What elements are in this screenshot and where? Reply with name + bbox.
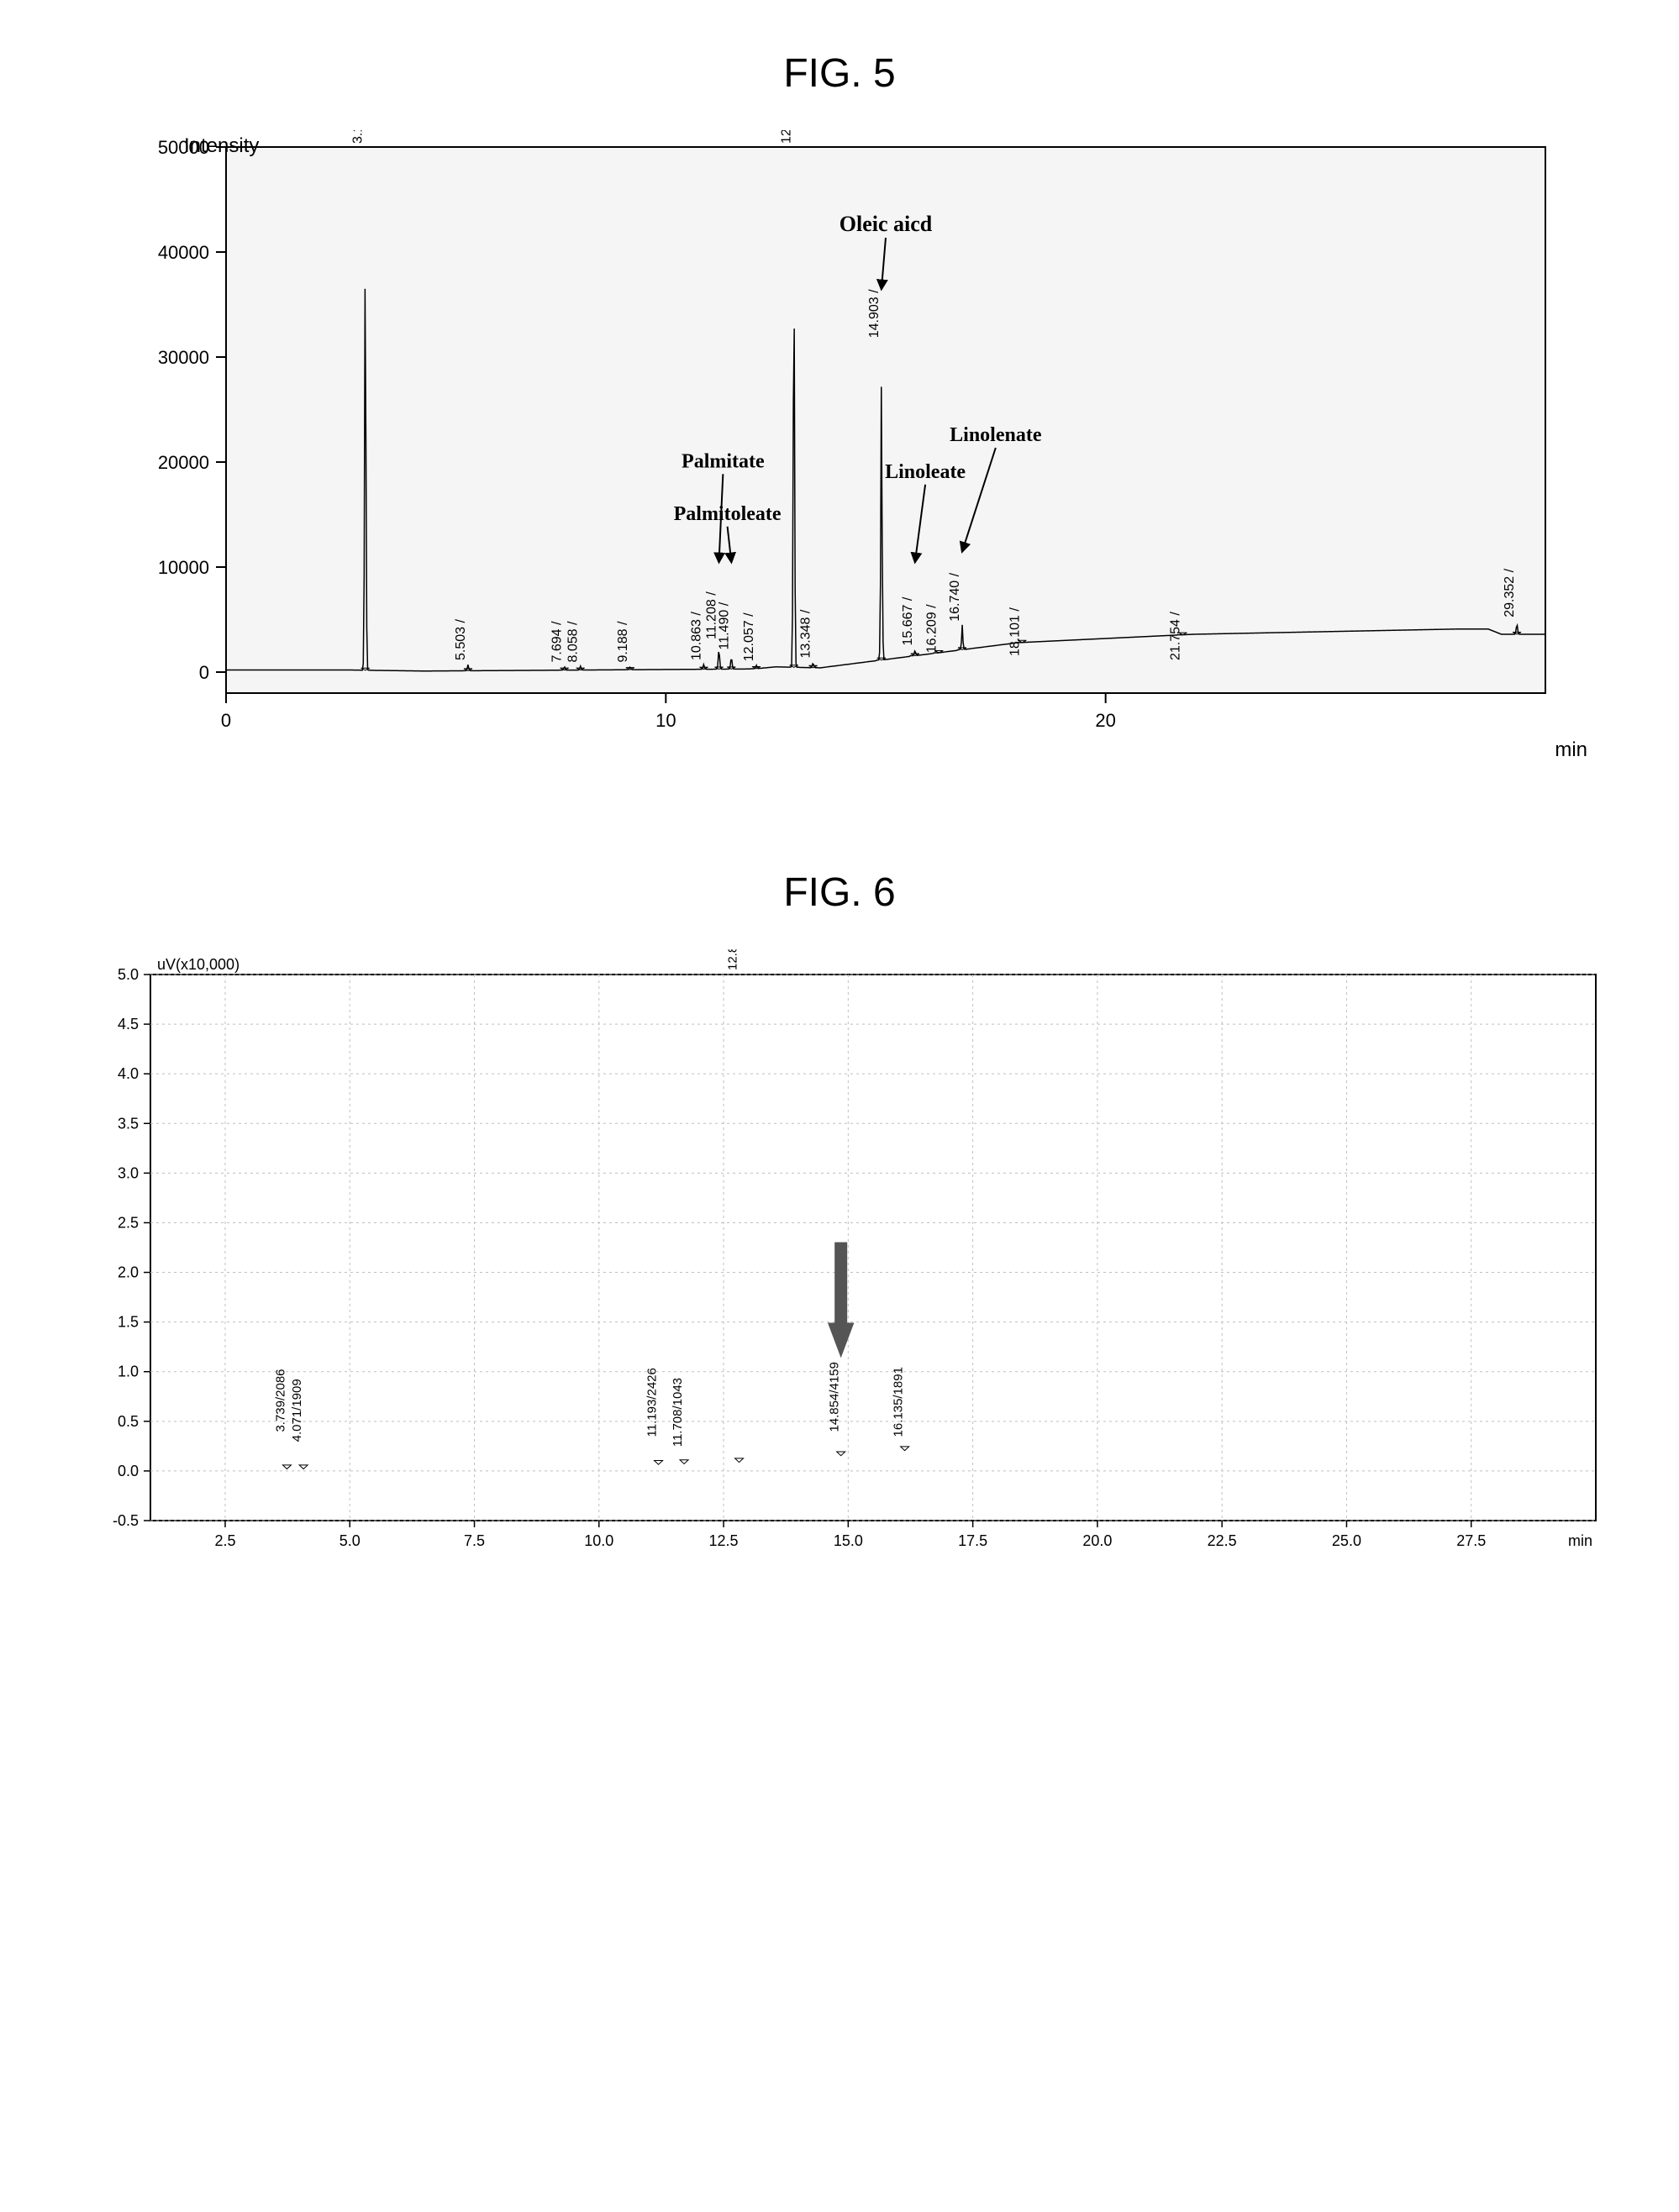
svg-text:7.694 /: 7.694 / xyxy=(550,621,565,662)
svg-text:16.135/1891: 16.135/1891 xyxy=(892,1367,906,1437)
svg-text:20.0: 20.0 xyxy=(1082,1532,1112,1549)
svg-text:10000: 10000 xyxy=(158,557,209,578)
svg-text:2.5: 2.5 xyxy=(118,1214,139,1231)
svg-text:Palmitoleate: Palmitoleate xyxy=(674,503,782,525)
svg-text:20: 20 xyxy=(1095,710,1115,731)
svg-text:5.0: 5.0 xyxy=(118,966,139,983)
svg-text:22.5: 22.5 xyxy=(1208,1532,1237,1549)
svg-text:12.5: 12.5 xyxy=(709,1532,739,1549)
svg-text:20000: 20000 xyxy=(158,452,209,473)
svg-text:11.193/2426: 11.193/2426 xyxy=(645,1368,660,1437)
svg-text:0.5: 0.5 xyxy=(118,1413,139,1430)
svg-text:-0.5: -0.5 xyxy=(113,1512,139,1529)
svg-text:18.101 /: 18.101 / xyxy=(1008,607,1022,656)
svg-text:29.352 /: 29.352 / xyxy=(1503,568,1517,617)
svg-text:0: 0 xyxy=(221,710,231,731)
svg-text:10.863 /: 10.863 / xyxy=(689,612,703,660)
svg-text:2.5: 2.5 xyxy=(214,1532,235,1549)
fig6-svg: uV(x10,000) -0.5 0.0 0.5 1.0 1.5 2.0 2.5 3.0 3.5 4… xyxy=(58,949,1621,1571)
svg-text:17.5: 17.5 xyxy=(958,1532,987,1549)
svg-text:13.348 /: 13.348 / xyxy=(799,609,813,658)
svg-text:4.0: 4.0 xyxy=(118,1065,139,1082)
svg-text:25.0: 25.0 xyxy=(1332,1532,1361,1549)
svg-text:4.5: 4.5 xyxy=(118,1016,139,1032)
svg-text:15.667 /: 15.667 / xyxy=(901,596,915,645)
svg-text:12.812/464618: 12.812/464618 xyxy=(726,949,740,970)
fig5-title: FIG. 5 xyxy=(34,50,1645,97)
svg-text:15.0: 15.0 xyxy=(834,1532,863,1549)
svg-text:Linolenate: Linolenate xyxy=(950,424,1042,446)
svg-text:21.754 /: 21.754 / xyxy=(1168,612,1182,660)
svg-text:min: min xyxy=(1555,738,1587,761)
svg-text:12.912 /: 12.912 / xyxy=(780,130,794,144)
svg-text:Palmitate: Palmitate xyxy=(682,450,765,472)
svg-text:3.0: 3.0 xyxy=(118,1164,139,1181)
svg-text:min: min xyxy=(1568,1532,1592,1549)
svg-text:27.5: 27.5 xyxy=(1456,1532,1486,1549)
svg-text:10: 10 xyxy=(655,710,676,731)
svg-text:uV(x10,000): uV(x10,000) xyxy=(157,956,239,973)
fig6-chart: uV(x10,000) -0.5 0.0 0.5 1.0 1.5 2.0 2.5 3.0 3.5 4… xyxy=(58,949,1621,1571)
svg-text:9.188 /: 9.188 / xyxy=(616,621,630,662)
svg-text:40000: 40000 xyxy=(158,242,209,263)
fig6-title: FIG. 6 xyxy=(34,870,1645,916)
svg-text:5.0: 5.0 xyxy=(339,1532,361,1549)
svg-text:0.0: 0.0 xyxy=(118,1463,139,1479)
svg-text:16.209 /: 16.209 / xyxy=(924,604,939,653)
svg-text:30000: 30000 xyxy=(158,347,209,368)
svg-text:16.740 /: 16.740 / xyxy=(948,572,962,621)
svg-text:12.057 /: 12.057 / xyxy=(742,612,756,661)
svg-text:0: 0 xyxy=(199,662,209,683)
svg-text:11.490 /: 11.490 / xyxy=(717,602,731,649)
svg-text:Linoleate: Linoleate xyxy=(885,461,966,483)
svg-text:3.739/2086: 3.739/2086 xyxy=(273,1369,287,1432)
svg-text:14.854/4159: 14.854/4159 xyxy=(828,1362,842,1432)
svg-text:3.166 /: 3.166 / xyxy=(351,130,366,144)
svg-text:10.0: 10.0 xyxy=(584,1532,613,1549)
svg-text:8.058 /: 8.058 / xyxy=(566,621,581,662)
svg-text:14.903 /: 14.903 / xyxy=(867,289,882,338)
svg-text:50000: 50000 xyxy=(158,137,209,158)
svg-text:5.503 /: 5.503 / xyxy=(454,619,468,660)
svg-text:3.5: 3.5 xyxy=(118,1115,139,1132)
svg-text:4.071/1909: 4.071/1909 xyxy=(290,1379,304,1442)
svg-text:2.0: 2.0 xyxy=(118,1264,139,1281)
svg-text:Oleic aicd: Oleic aicd xyxy=(840,212,933,236)
fig5-chart: Intensity0100002000030000400005000001020… xyxy=(83,130,1596,769)
svg-text:11.708/1043: 11.708/1043 xyxy=(671,1378,685,1447)
svg-text:1.0: 1.0 xyxy=(118,1363,139,1380)
svg-text:7.5: 7.5 xyxy=(464,1532,485,1549)
svg-text:1.5: 1.5 xyxy=(118,1314,139,1331)
fig5-svg: Intensity0100002000030000400005000001020… xyxy=(83,130,1596,769)
